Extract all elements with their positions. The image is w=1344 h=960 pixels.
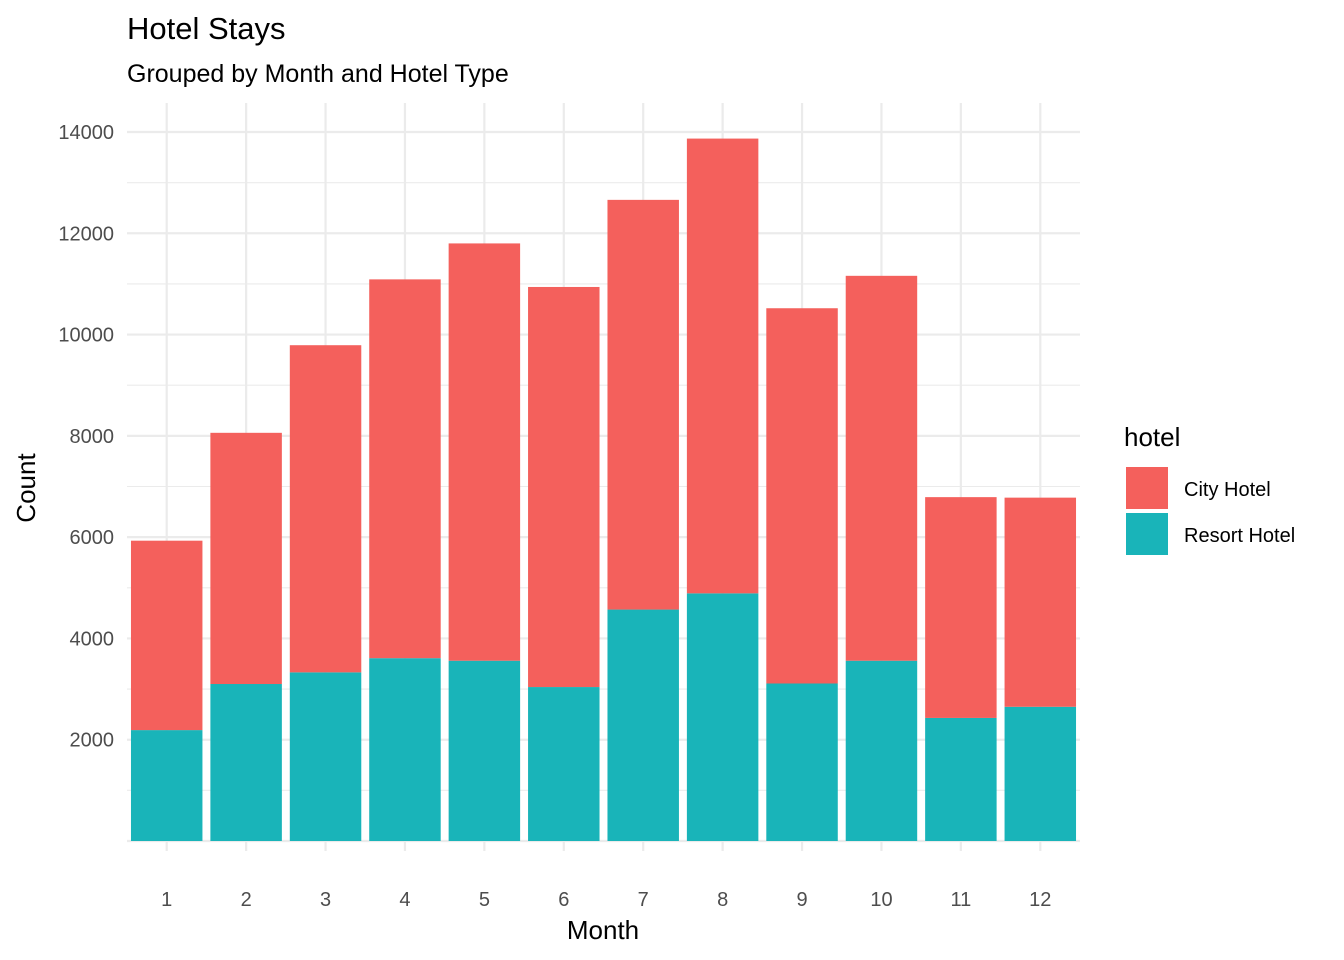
bar-resort-hotel-6 (528, 687, 600, 841)
bar-resort-hotel-8 (686, 593, 759, 841)
legend: hotel City Hotel Resort Hotel (1124, 422, 1295, 555)
legend-title: hotel (1124, 422, 1180, 452)
bar-city-hotel-11 (925, 497, 997, 718)
bar-resort-hotel-9 (766, 683, 838, 841)
bar-city-hotel-3 (289, 345, 362, 673)
x-tick-label: 7 (638, 889, 649, 911)
chart-subtitle: Grouped by Month and Hotel Type (127, 60, 509, 88)
bar-resort-hotel-3 (289, 672, 362, 841)
x-tick-label: 1 (161, 889, 172, 911)
x-tick-label: 10 (870, 889, 892, 911)
bars (130, 138, 1077, 841)
x-tick-label: 3 (320, 889, 331, 911)
bar-resort-hotel-5 (448, 660, 521, 841)
x-tick-label: 12 (1029, 889, 1051, 911)
y-tick-label: 2000 (70, 730, 115, 752)
y-tick-label: 12000 (58, 223, 114, 245)
bar-resort-hotel-2 (210, 684, 282, 841)
y-tick-label: 8000 (70, 426, 115, 448)
x-axis-ticks: 1 2 3 4 5 6 7 8 9 10 11 12 (161, 889, 1051, 911)
x-tick-label: 2 (241, 889, 252, 911)
bar-city-hotel-8 (686, 138, 759, 594)
bar-resort-hotel-1 (130, 730, 203, 841)
y-axis-title: Count (11, 453, 41, 523)
y-tick-label: 6000 (70, 527, 115, 549)
bar-resort-hotel-4 (369, 658, 441, 841)
x-axis-title: Month (567, 915, 639, 945)
x-tick-label: 5 (479, 889, 490, 911)
bar-city-hotel-10 (845, 275, 918, 661)
y-tick-label: 10000 (58, 325, 114, 347)
bar-resort-hotel-12 (1004, 706, 1077, 841)
legend-label: Resort Hotel (1184, 525, 1295, 547)
bar-resort-hotel-7 (607, 609, 679, 841)
bar-city-hotel-12 (1004, 497, 1077, 707)
bar-resort-hotel-10 (845, 660, 918, 841)
legend-key (1126, 467, 1168, 509)
x-tick-label: 9 (796, 889, 807, 911)
legend-label: City Hotel (1184, 479, 1271, 501)
x-tick-label: 8 (717, 889, 728, 911)
bar-city-hotel-6 (528, 286, 600, 688)
legend-key (1126, 513, 1168, 555)
bar-city-hotel-2 (210, 432, 282, 685)
bar-city-hotel-5 (448, 243, 521, 661)
x-tick-label: 11 (950, 889, 971, 911)
bar-city-hotel-4 (369, 279, 441, 659)
y-tick-label: 4000 (70, 628, 115, 650)
bar-city-hotel-7 (607, 199, 679, 610)
y-tick-label: 14000 (58, 122, 114, 144)
bar-city-hotel-1 (130, 540, 203, 731)
y-axis-ticks: 2000 4000 6000 8000 10000 12000 14000 (58, 122, 114, 752)
x-tick-label: 6 (558, 889, 569, 911)
chart-title: Hotel Stays (127, 11, 286, 46)
x-tick-label: 4 (399, 889, 410, 911)
bar-city-hotel-9 (766, 308, 838, 684)
bar-resort-hotel-11 (925, 717, 997, 841)
